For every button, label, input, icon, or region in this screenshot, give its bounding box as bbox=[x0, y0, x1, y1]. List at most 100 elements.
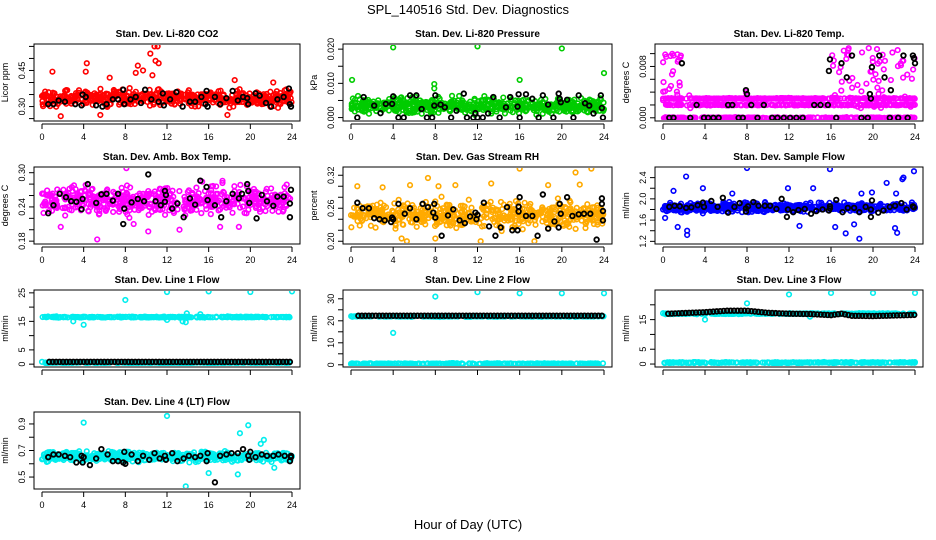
hourly-mean-point bbox=[228, 358, 235, 366]
sample-outlier bbox=[883, 179, 890, 187]
hourly-mean-point bbox=[670, 114, 677, 120]
sample-point bbox=[674, 101, 681, 108]
hourly-mean-point bbox=[107, 358, 115, 366]
sample-point bbox=[889, 49, 896, 56]
sample-point bbox=[877, 200, 884, 207]
sample-point bbox=[831, 91, 839, 99]
sample-point bbox=[578, 217, 585, 224]
hourly-mean-point bbox=[159, 358, 166, 366]
sample-point bbox=[125, 89, 133, 96]
sample-outlier bbox=[176, 226, 183, 233]
hourly-mean-point bbox=[795, 206, 802, 214]
hourly-mean-point bbox=[773, 205, 780, 213]
sample-point bbox=[427, 98, 434, 106]
sample-point bbox=[496, 216, 504, 223]
sample-point bbox=[824, 114, 831, 120]
sample-outlier bbox=[147, 50, 154, 57]
sample-point bbox=[51, 90, 58, 97]
sample-outlier bbox=[106, 74, 113, 81]
sample-outlier bbox=[682, 173, 690, 180]
sample-point bbox=[845, 51, 852, 59]
sample-outlier bbox=[684, 227, 691, 234]
hourly-mean-point bbox=[46, 358, 53, 366]
sample-point bbox=[870, 95, 877, 102]
hourly-mean-point bbox=[676, 203, 683, 210]
hourly-mean-point bbox=[742, 208, 750, 215]
sample-outlier bbox=[205, 291, 212, 295]
sample-point bbox=[349, 95, 356, 102]
sample-point bbox=[44, 187, 51, 194]
sample-point bbox=[835, 69, 843, 76]
hourly-mean-point bbox=[156, 358, 163, 366]
hourly-mean-point bbox=[103, 100, 110, 108]
hourly-mean-point bbox=[142, 358, 149, 366]
panel-title: Stan. Dev. Li-820 Temp. bbox=[734, 29, 845, 40]
panel-title: Stan. Dev. Sample Flow bbox=[733, 152, 845, 163]
sample-point bbox=[204, 313, 211, 321]
sample-point bbox=[582, 224, 589, 232]
sample-outlier bbox=[558, 45, 565, 52]
hourly-mean-point bbox=[867, 95, 875, 102]
hourly-mean-point bbox=[693, 101, 700, 109]
hourly-mean-point bbox=[62, 194, 70, 201]
sample-point bbox=[862, 95, 869, 102]
hourly-mean-point bbox=[575, 92, 582, 99]
hourly-mean-point bbox=[114, 96, 122, 103]
hourly-mean-point bbox=[688, 204, 695, 211]
hourly-mean-point bbox=[263, 198, 271, 205]
sample-point bbox=[789, 95, 796, 102]
hourly-mean-point bbox=[229, 87, 236, 95]
hourly-mean-point bbox=[509, 227, 516, 234]
hourly-mean-point bbox=[598, 195, 606, 202]
sample-point bbox=[193, 206, 200, 213]
plot-area bbox=[39, 168, 295, 243]
sample-point bbox=[492, 206, 500, 213]
sample-outlier bbox=[699, 185, 707, 192]
sample-outlier bbox=[868, 189, 876, 196]
sample-point bbox=[875, 90, 882, 97]
hourly-mean-point bbox=[160, 102, 168, 109]
sample-point bbox=[673, 88, 680, 95]
sample-point bbox=[361, 100, 368, 107]
sample-point bbox=[422, 221, 429, 228]
hourly-mean-point bbox=[563, 194, 571, 201]
hourly-mean-point bbox=[438, 232, 445, 239]
sample-point bbox=[870, 114, 877, 120]
sample-point bbox=[239, 203, 247, 210]
hourly-mean-point bbox=[858, 114, 865, 120]
hourly-mean-point bbox=[586, 102, 593, 109]
sample-point bbox=[53, 201, 61, 208]
hourly-mean-point bbox=[202, 100, 209, 108]
hourly-mean-point bbox=[824, 101, 832, 109]
sample-outlier bbox=[82, 68, 89, 75]
hourly-mean-point bbox=[597, 92, 605, 99]
sample-point bbox=[187, 207, 194, 214]
hourly-mean-point bbox=[424, 203, 432, 211]
hourly-mean-point bbox=[248, 358, 256, 366]
hourly-mean-point bbox=[423, 114, 431, 120]
sample-point bbox=[48, 94, 55, 101]
sample-point bbox=[68, 207, 75, 214]
hourly-mean-point bbox=[204, 196, 211, 204]
sample-point bbox=[197, 197, 204, 204]
hourly-mean-point bbox=[898, 199, 905, 207]
sample-point bbox=[693, 95, 701, 102]
sample-outlier bbox=[149, 72, 156, 79]
sample-outlier bbox=[197, 311, 204, 318]
hourly-mean-point bbox=[813, 207, 820, 215]
y-tick-label: 0.20 bbox=[326, 232, 336, 250]
hourly-mean-point bbox=[557, 210, 564, 217]
hourly-mean-point bbox=[431, 102, 438, 109]
sample-point bbox=[890, 94, 897, 102]
sample-point bbox=[402, 107, 410, 114]
y-axis-label: degrees C bbox=[0, 184, 10, 226]
sample-point bbox=[220, 313, 227, 321]
hourly-mean-point bbox=[148, 96, 155, 103]
sample-point bbox=[269, 207, 276, 214]
sample-point bbox=[501, 110, 509, 117]
plot-area bbox=[38, 45, 295, 120]
hourly-mean-point bbox=[214, 358, 221, 366]
hourly-mean-point bbox=[395, 114, 402, 120]
hourly-mean-point bbox=[118, 358, 125, 366]
sample-outlier bbox=[687, 105, 694, 112]
